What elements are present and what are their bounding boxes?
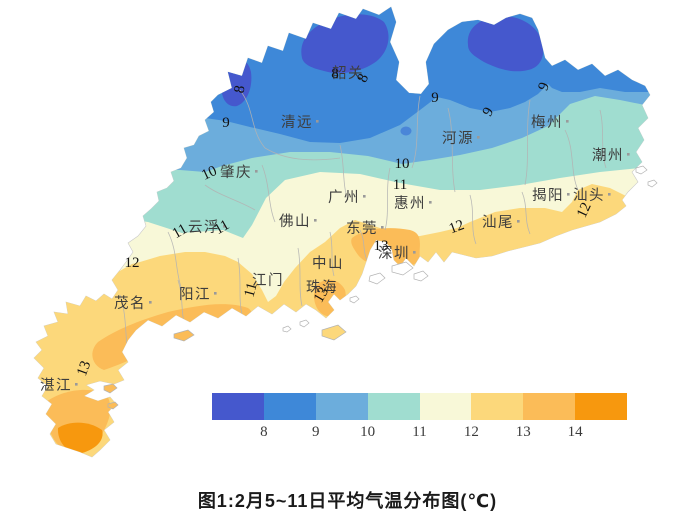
islands <box>103 165 658 410</box>
isoline-value-label: 8 <box>331 66 339 82</box>
city-marker-dot <box>381 226 384 229</box>
isoline-value-label: 9 <box>222 115 230 131</box>
city-label: 汕头 <box>573 187 605 204</box>
legend-tick: 14 <box>567 424 583 440</box>
legend-tick: 9 <box>312 424 320 440</box>
city-label: 珠海 <box>306 279 338 296</box>
isoline-value-label: 11 <box>212 217 233 238</box>
city-marker-dot <box>566 120 569 123</box>
band-above-14-leizhou-tip <box>57 422 103 454</box>
figure-caption: 图1:2月5~11日平均气温分布图(℃) <box>197 491 498 511</box>
city-label: 潮州 <box>592 147 624 164</box>
city-label: 韶关 <box>332 65 364 82</box>
legend-swatch <box>523 393 576 420</box>
isoline-value-label: 10 <box>199 163 219 184</box>
legend-swatch <box>419 393 472 420</box>
city-marker-dot <box>567 193 570 196</box>
legend-tick: 8 <box>260 424 268 440</box>
band-below-8-northeast <box>467 15 544 72</box>
legend-tick: 12 <box>463 424 479 440</box>
legend-swatch <box>575 393 627 420</box>
reservoir-lake <box>400 126 412 136</box>
band-below-8-shaoguan <box>301 14 389 74</box>
legend-tick: 10 <box>360 424 376 440</box>
city-label: 汕尾 <box>482 214 514 231</box>
city-marker-dot <box>316 120 319 123</box>
city-label: 佛山 <box>279 213 311 230</box>
legend-swatch <box>315 393 368 420</box>
legend-tick: 11 <box>412 424 427 440</box>
city-marker-dot <box>75 383 78 386</box>
city-label: 揭阳 <box>532 187 564 204</box>
city-boundary-lines <box>119 89 607 363</box>
isoline-value-label: 11 <box>393 177 407 193</box>
city-label: 深圳 <box>378 245 410 262</box>
legend-swatch <box>212 393 264 420</box>
legend-swatch <box>471 393 524 420</box>
city-label: 阳江 <box>179 286 211 303</box>
city-label: 河源 <box>442 130 474 147</box>
city-label: 茂名 <box>114 295 146 312</box>
city-marker-dot <box>608 193 611 196</box>
city-label: 广州 <box>328 189 360 206</box>
city-label: 中山 <box>312 255 344 272</box>
legend-tick-labels: 8 9 10 11 12 13 14 <box>212 422 627 446</box>
city-marker-dot <box>517 220 520 223</box>
city-label: 梅州 <box>531 114 563 131</box>
city-label: 湛江 <box>40 377 72 394</box>
city-label: 云浮 <box>188 219 220 236</box>
isoline-value-label: 12 <box>125 255 140 271</box>
isoline-value-label: 11 <box>170 221 191 242</box>
isoline-value-label: 13 <box>374 238 389 254</box>
city-marker-dot <box>429 201 432 204</box>
city-marker-dot <box>223 225 226 228</box>
isoline-value-label: 12 <box>447 217 467 237</box>
city-label: 东莞 <box>346 220 378 237</box>
city-label: 江门 <box>252 272 284 289</box>
temperature-map: 韶关清远河源 梅州潮州揭阳 汕头汕尾 惠州 广州 佛山 东莞 深圳中山珠海 江门 肇庆云浮阳江茂名… <box>33 6 658 458</box>
legend-color-bar <box>212 393 627 420</box>
isoline-value-label: 13 <box>311 285 332 306</box>
city-marker-dot <box>363 195 366 198</box>
isoline-value-label: 9 <box>431 90 439 106</box>
city-label: 惠州 <box>394 195 426 212</box>
isoline-value-label: 13 <box>74 359 94 379</box>
city-marker-dot <box>149 301 152 304</box>
legend-swatch <box>367 393 420 420</box>
temperature-legend: 8 9 10 11 12 13 14 <box>212 393 627 453</box>
city-marker-dot <box>314 219 317 222</box>
city-label: 清远 <box>281 114 313 131</box>
city-marker-dot <box>413 251 416 254</box>
city-label: 肇庆 <box>220 164 252 181</box>
city-marker-dot <box>214 292 217 295</box>
city-marker-dot <box>477 136 480 139</box>
isoline-value-label: 12 <box>574 200 595 220</box>
city-marker-dot <box>627 153 630 156</box>
legend-tick: 13 <box>515 424 531 440</box>
isoline-value-label: 8 <box>232 84 249 94</box>
isoline-value-label: 10 <box>395 156 410 172</box>
city-marker-dot <box>255 170 258 173</box>
isoline-value-label: 11 <box>242 281 261 299</box>
legend-swatch <box>263 393 316 420</box>
